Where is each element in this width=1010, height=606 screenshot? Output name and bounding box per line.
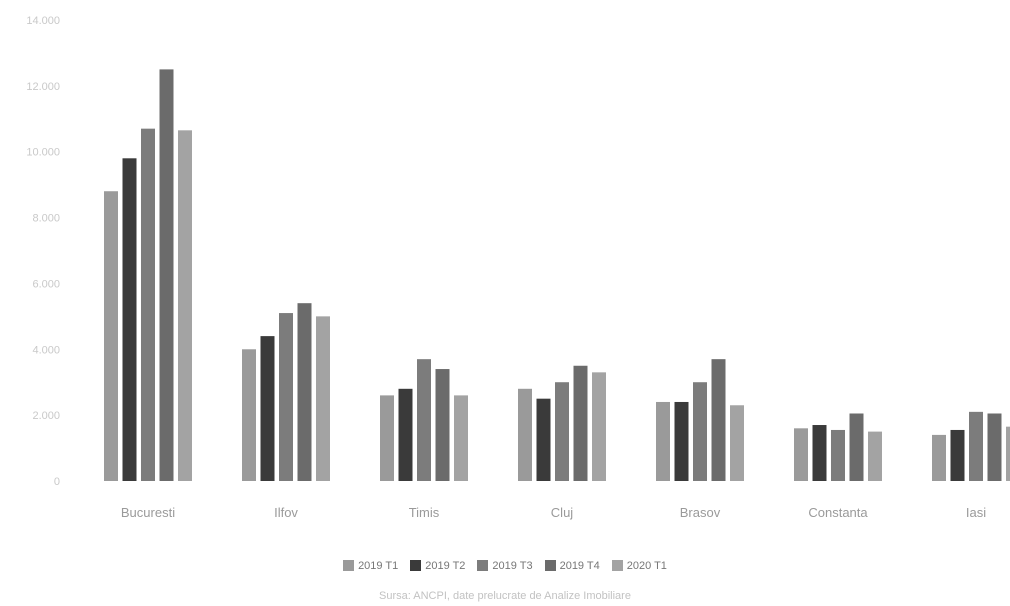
bar [950,429,965,481]
bar-chart: 0 2.000 4.000 6.000 8.000 10.000 12.000 14.000 B… [26,15,1010,520]
bar [141,128,155,481]
legend-item: 2019 T1 [343,560,398,572]
bar [868,431,882,481]
bar [122,158,137,482]
bar [812,425,827,481]
bar [555,382,569,481]
bar [242,349,256,481]
y-tick-label: 6.000 [32,278,60,290]
bar [573,365,588,481]
category-label: Bucuresti [121,505,175,520]
legend-item: 2019 T3 [477,560,533,572]
bar [730,405,744,481]
bar [454,395,468,481]
legend-swatch [410,560,422,571]
legend-label: 2019 T1 [358,560,399,572]
bar [987,413,1002,481]
bar [536,398,551,481]
bar [104,191,118,481]
bar [693,382,707,481]
bar [674,401,689,481]
legend-item: 2019 T4 [544,560,600,572]
bar [969,411,983,481]
category-label: Brasov [680,505,721,520]
source-note: Sursa: ANCPI, date prelucrate de Analize… [379,590,631,602]
bar [849,413,864,481]
bar [711,359,726,481]
category-label: Timis [409,505,440,520]
bar [260,336,275,481]
legend-item: 2019 T2 [410,560,465,572]
bar [159,69,174,482]
bar [380,395,394,481]
y-tick-label: 12.000 [26,81,60,93]
category-label: Iasi [966,505,986,520]
legend-label: 2019 T3 [492,560,533,572]
y-tick-label: 10.000 [26,147,60,159]
legend-label: 2019 T2 [425,560,466,572]
legend: 2019 T1 2019 T2 2019 T3 2019 T4 2020 T1 [0,560,1010,572]
bar [398,388,413,481]
legend-swatch [611,560,623,571]
legend-swatch [477,560,489,571]
bar [1006,426,1010,481]
bar [592,372,606,481]
legend-swatch [343,560,355,571]
bar [656,401,670,481]
category-label: Constanta [808,505,868,520]
y-tick-label: 2.000 [32,410,60,422]
bar [831,429,845,481]
bar [518,388,532,481]
y-tick-label: 8.000 [32,213,60,225]
bar [316,316,330,481]
y-tick-label: 14.000 [26,15,60,27]
bar [279,313,293,481]
legend-label: 2020 T1 [626,560,667,572]
category-label: Cluj [551,505,574,520]
y-tick-label: 0 [54,476,60,488]
y-tick-label: 4.000 [32,344,60,356]
legend-swatch [544,560,556,571]
bar [435,369,450,481]
legend-item: 2020 T1 [611,560,667,572]
category-label: Ilfov [274,505,298,520]
bar [178,130,192,481]
bar [794,428,808,481]
bar [417,359,431,481]
bar [932,434,946,481]
bar [297,303,312,481]
legend-label: 2019 T4 [559,560,600,572]
